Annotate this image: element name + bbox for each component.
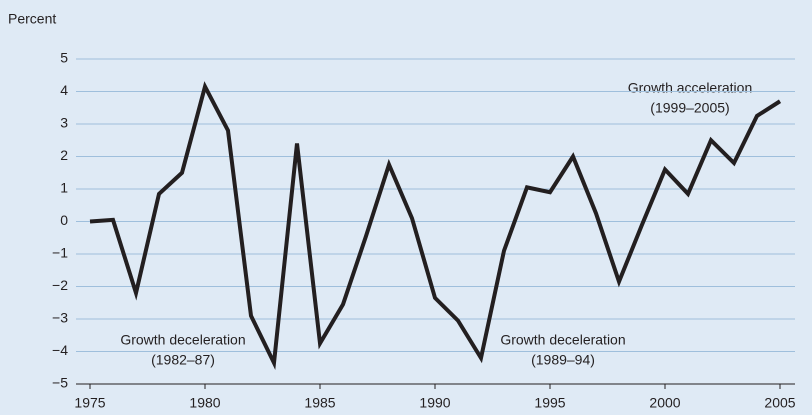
- x-tick-label: 1975: [74, 395, 105, 411]
- annotation: (1982–87): [151, 352, 215, 368]
- annotation: Growth acceleration: [628, 80, 753, 96]
- x-tick-label: 1995: [534, 395, 565, 411]
- y-tick-label: 0: [60, 212, 68, 228]
- y-tick-label: 4: [60, 82, 68, 98]
- y-tick-label: −4: [52, 342, 68, 358]
- y-tick-label: 1: [60, 180, 68, 196]
- annotation: (1999–2005): [650, 100, 729, 116]
- y-axis-label: Percent: [8, 11, 56, 27]
- y-tick-label: −3: [52, 310, 68, 326]
- y-tick-label: −5: [52, 375, 68, 391]
- y-tick-label: −2: [52, 277, 68, 293]
- y-tick-label: 2: [60, 147, 68, 163]
- x-tick-label: 1985: [304, 395, 335, 411]
- y-tick-label: −1: [52, 245, 68, 261]
- x-tick-label: 1990: [419, 395, 450, 411]
- y-tick-label: 3: [60, 115, 68, 131]
- x-tick-label: 2000: [649, 395, 680, 411]
- annotation: Growth deceleration: [500, 332, 625, 348]
- line-series: [89, 81, 782, 371]
- annotation: Growth deceleration: [120, 332, 245, 348]
- annotation: (1989–94): [531, 352, 595, 368]
- y-tick-label: 5: [60, 50, 68, 66]
- x-tick-label: 1980: [189, 395, 220, 411]
- x-tick-label: 2005: [764, 395, 795, 411]
